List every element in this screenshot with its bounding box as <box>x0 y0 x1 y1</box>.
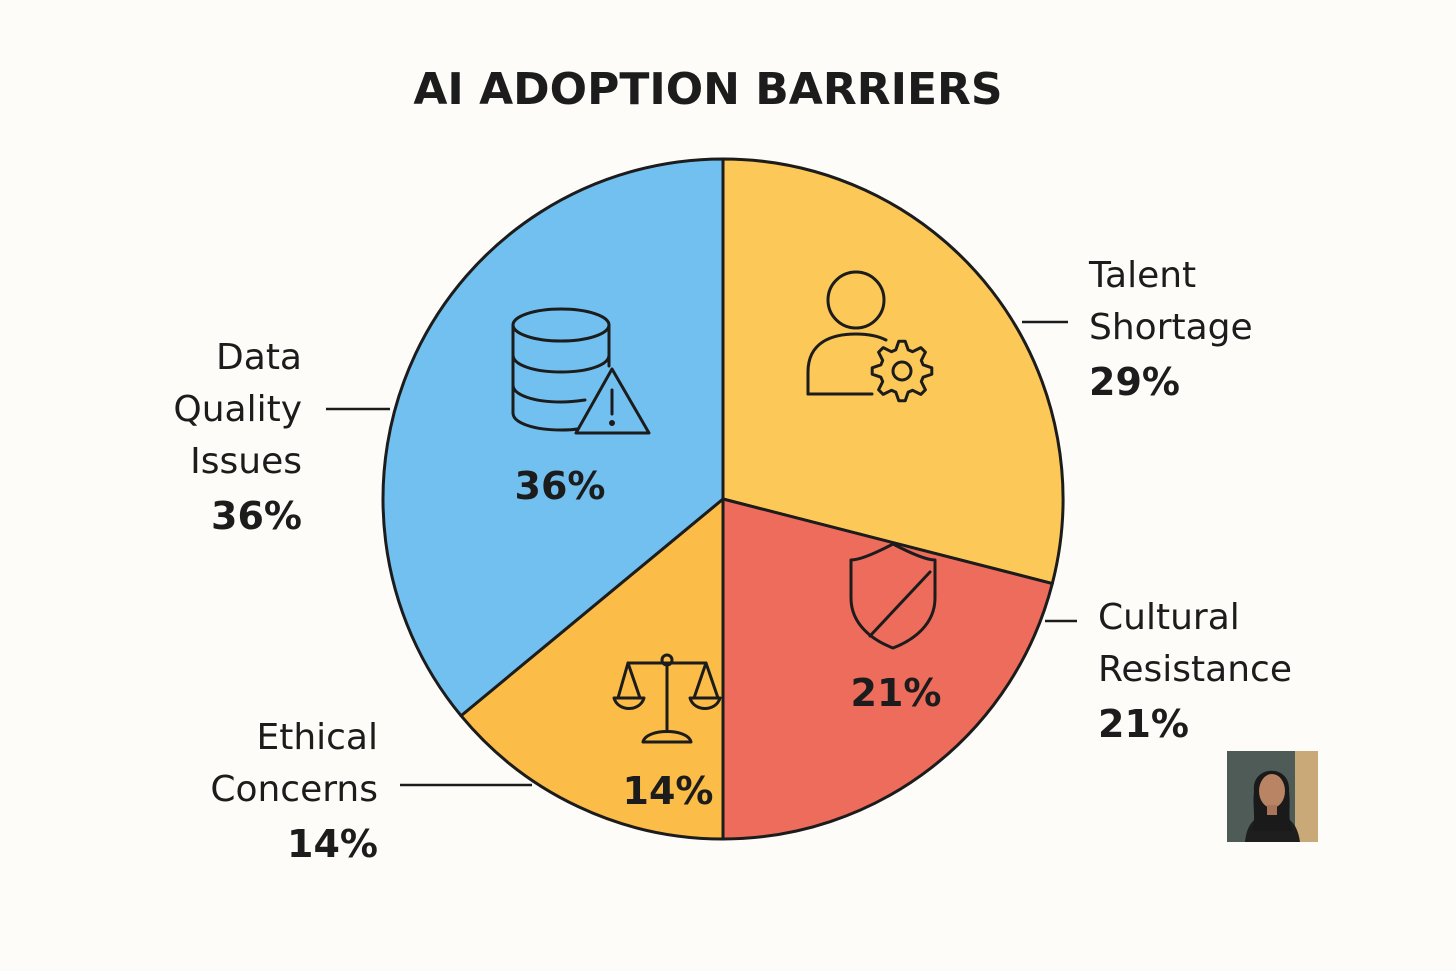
legend-value-data-quality-issues: 36% <box>211 494 302 538</box>
callout-labels: Talent Shortage 29% Cultural Resistance 21% Et… <box>173 255 1292 866</box>
legend-label-line: Ethical <box>256 717 378 758</box>
legend-label-line: Talent <box>1088 255 1196 296</box>
legend-label-line: Cultural <box>1098 597 1240 638</box>
callout-cultural-resistance: Cultural Resistance 21% <box>1045 597 1292 746</box>
callout-data-quality-issues: Data Quality Issues 36% <box>173 337 390 538</box>
database-warning-icon <box>511 307 651 435</box>
pie-slice-cultural-resistance <box>721 497 1054 841</box>
slice-value-data-quality-issues: 36% <box>515 464 606 508</box>
slice-value-cultural-resistance: 21% <box>851 671 942 715</box>
legend-label-line: Concerns <box>210 769 378 810</box>
legend-label-line: Resistance <box>1098 649 1292 690</box>
slice-value-labels: 21% 14% 36% <box>515 464 942 813</box>
avatar <box>1227 751 1318 842</box>
shield-slash-icon <box>849 542 937 650</box>
legend-value-cultural-resistance: 21% <box>1098 702 1189 746</box>
user-gear-icon <box>806 270 934 403</box>
slice-icons <box>511 270 937 744</box>
callout-talent-shortage: Talent Shortage 29% <box>1022 255 1253 404</box>
slice-value-ethical-concerns: 14% <box>623 769 714 813</box>
legend-value-talent-shortage: 29% <box>1089 360 1180 404</box>
chart-title: AI ADOPTION BARRIERS <box>413 64 1002 115</box>
callout-ethical-concerns: Ethical Concerns 14% <box>210 717 532 866</box>
pie-slices <box>381 157 1065 841</box>
legend-label-line: Data <box>216 337 302 378</box>
pie-slice-data-quality-issues <box>381 157 725 718</box>
legend-label-line: Issues <box>190 441 302 482</box>
pie-slice-ethical-concerns <box>459 497 725 841</box>
legend-value-ethical-concerns: 14% <box>287 822 378 866</box>
legend-label-line: Quality <box>173 389 302 430</box>
legend-label-line: Shortage <box>1089 307 1253 348</box>
person-portrait-icon <box>1227 751 1318 842</box>
scales-icon <box>612 653 722 744</box>
